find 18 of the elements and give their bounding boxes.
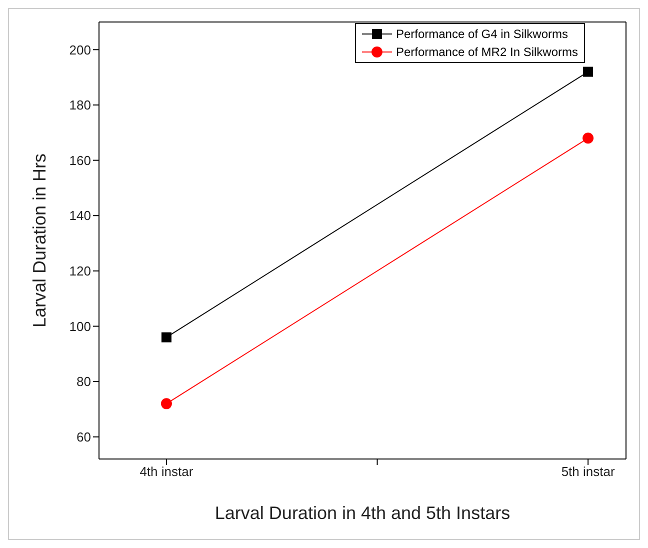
- point: [161, 332, 172, 342]
- y-tick-label: 180: [69, 98, 91, 113]
- point: [160, 398, 172, 410]
- y-tick-label: 120: [69, 264, 91, 279]
- x-tick-label: 4th instar: [140, 464, 194, 480]
- y-axis-title: Larval Duration in Hrs: [29, 153, 50, 328]
- x-axis-title: Larval Duration in 4th and 5th Instars: [214, 503, 510, 523]
- y-tick-label: 100: [69, 318, 91, 334]
- y-tick-label: 160: [69, 152, 91, 168]
- y-tick-label: 200: [69, 42, 91, 58]
- legend-label: Performance of MR2 In Silkworms: [396, 45, 578, 59]
- point: [583, 66, 594, 77]
- y-tick-label: 80: [76, 374, 91, 390]
- x-tick-label: 5th instar: [561, 464, 616, 480]
- y-tick-label: 60: [76, 429, 91, 444]
- point: [582, 132, 594, 144]
- legend-label: Performance of G4 in Silkworms: [396, 27, 568, 41]
- y-tick-label: 140: [69, 208, 91, 224]
